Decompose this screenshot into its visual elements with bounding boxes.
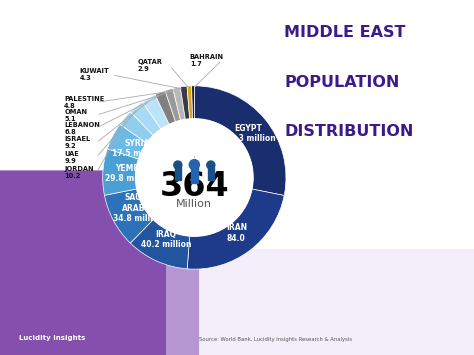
Text: QATAR
2.9: QATAR 2.9 bbox=[137, 59, 163, 72]
Wedge shape bbox=[194, 86, 286, 196]
Wedge shape bbox=[173, 87, 185, 120]
Text: KUWAIT
4.3: KUWAIT 4.3 bbox=[80, 69, 109, 81]
Text: IRAN
84.0: IRAN 84.0 bbox=[226, 223, 247, 243]
Text: POPULATION: POPULATION bbox=[284, 75, 400, 89]
Wedge shape bbox=[103, 149, 139, 195]
Circle shape bbox=[207, 161, 215, 169]
Wedge shape bbox=[107, 124, 146, 159]
Text: UAE
9.9: UAE 9.9 bbox=[64, 151, 79, 164]
Circle shape bbox=[174, 161, 182, 169]
Wedge shape bbox=[130, 102, 161, 136]
Circle shape bbox=[136, 119, 253, 236]
Text: SYRIA
17.5 million: SYRIA 17.5 million bbox=[112, 139, 163, 158]
Bar bbox=[208, 166, 214, 180]
Text: PALESTINE
4.8: PALESTINE 4.8 bbox=[64, 96, 104, 109]
Wedge shape bbox=[180, 86, 190, 120]
Text: Lucidity Insights: Lucidity Insights bbox=[19, 335, 85, 341]
Wedge shape bbox=[191, 86, 194, 119]
Text: EGYPT
102.3 million: EGYPT 102.3 million bbox=[220, 124, 276, 143]
Wedge shape bbox=[187, 189, 284, 269]
Text: MIDDLE EAST: MIDDLE EAST bbox=[284, 25, 406, 40]
Wedge shape bbox=[155, 91, 175, 125]
Text: IRAQ
40.2 million: IRAQ 40.2 million bbox=[141, 230, 191, 249]
Text: BAHRAIN
1.7: BAHRAIN 1.7 bbox=[190, 54, 224, 67]
Text: DISTRIBUTION: DISTRIBUTION bbox=[284, 124, 414, 139]
Wedge shape bbox=[130, 219, 190, 269]
Text: ⬛: ⬛ bbox=[194, 157, 195, 158]
Text: YEMEN
29.8 million: YEMEN 29.8 million bbox=[105, 164, 155, 183]
Wedge shape bbox=[165, 88, 181, 122]
Text: Million: Million bbox=[176, 199, 212, 209]
Text: 364: 364 bbox=[160, 170, 229, 203]
Text: JORDAN
10.2: JORDAN 10.2 bbox=[64, 166, 94, 179]
Bar bbox=[175, 166, 181, 180]
Circle shape bbox=[189, 160, 200, 170]
Wedge shape bbox=[143, 95, 169, 129]
Text: ISRAEL
9.2: ISRAEL 9.2 bbox=[64, 136, 91, 149]
Text: OMAN
5.1: OMAN 5.1 bbox=[64, 109, 87, 122]
Wedge shape bbox=[120, 112, 154, 143]
Wedge shape bbox=[104, 189, 154, 243]
Polygon shape bbox=[0, 170, 199, 355]
Text: LEBANON
6.8: LEBANON 6.8 bbox=[64, 121, 100, 135]
Text: Source: World Bank, Lucidity Insights Research & Analysis: Source: World Bank, Lucidity Insights Re… bbox=[199, 337, 352, 342]
Bar bbox=[191, 166, 198, 183]
Polygon shape bbox=[166, 248, 474, 355]
Wedge shape bbox=[187, 86, 192, 119]
Text: SAUDI
ARABIA
34.8 million: SAUDI ARABIA 34.8 million bbox=[113, 193, 163, 223]
